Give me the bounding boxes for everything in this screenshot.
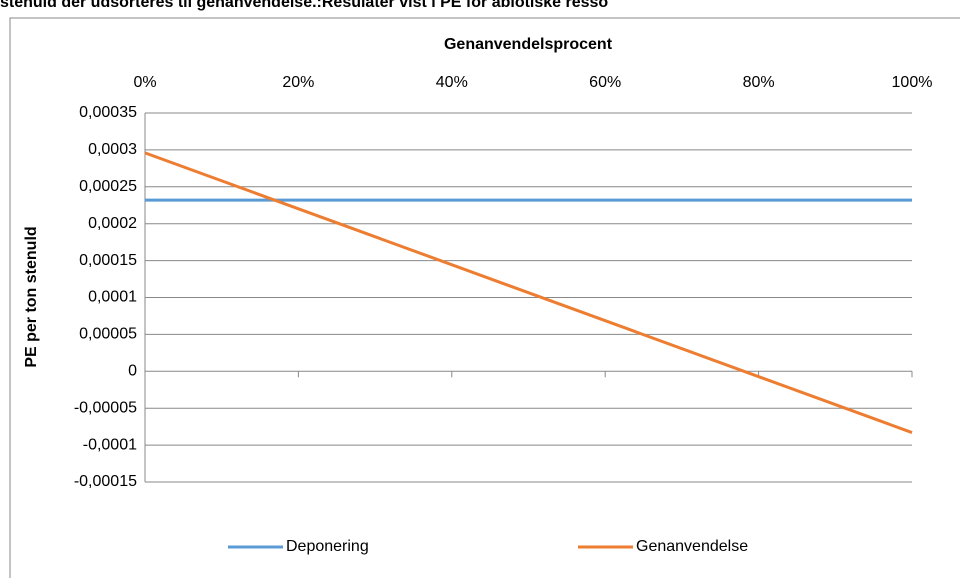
y-tick-label: -0,00005 bbox=[74, 399, 137, 416]
x-tick-label: 80% bbox=[743, 74, 775, 91]
y-tick-label: -0,00015 bbox=[74, 473, 137, 490]
x-tick-label: 100% bbox=[892, 74, 933, 91]
y-tick-label: -0,0001 bbox=[83, 436, 137, 453]
x-tick-label: 60% bbox=[589, 74, 621, 91]
x-axis-label: Genanvendelsprocent bbox=[444, 36, 613, 53]
y-tick-label: 0 bbox=[128, 363, 137, 380]
x-tick-label: 0% bbox=[133, 74, 156, 91]
legend-label: Genanvendelse bbox=[636, 538, 748, 555]
chart-title: stenuld der udsorteres til genanvendelse… bbox=[0, 0, 608, 11]
y-tick-label: 0,00025 bbox=[79, 178, 137, 195]
y-tick-label: 0,00015 bbox=[79, 252, 137, 269]
y-tick-label: 0,0002 bbox=[88, 215, 137, 232]
y-tick-label: 0,00005 bbox=[79, 326, 137, 343]
legend-label: Deponering bbox=[286, 538, 369, 555]
y-tick-label: 0,0001 bbox=[88, 289, 137, 306]
y-axis-label: PE per ton stenuld bbox=[23, 226, 40, 367]
x-tick-label: 20% bbox=[282, 74, 314, 91]
series-line bbox=[144, 151, 913, 434]
x-tick-label: 40% bbox=[436, 74, 468, 91]
y-tick-label: 0,0003 bbox=[88, 141, 137, 158]
y-tick-label: 0,00035 bbox=[79, 104, 137, 121]
